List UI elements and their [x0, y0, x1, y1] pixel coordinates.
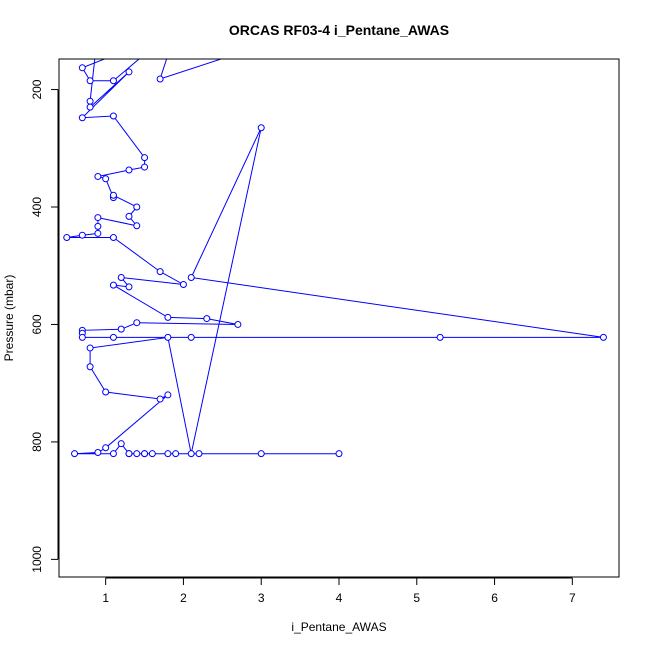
- data-point: [86, 97, 94, 105]
- data-point: [109, 191, 117, 199]
- data-point: [109, 333, 117, 341]
- x-tick-label: 7: [569, 591, 576, 605]
- x-axis: 1 2 3 4 5 6 7: [102, 577, 576, 605]
- data-point: [156, 75, 164, 83]
- data-point: [86, 103, 94, 111]
- x-axis-label: i_Pentane_AWAS: [291, 620, 386, 634]
- data-point: [125, 166, 133, 174]
- data-point: [148, 450, 156, 458]
- data-point: [141, 450, 149, 458]
- data-point: [436, 333, 444, 341]
- x-tick-label: 3: [258, 591, 265, 605]
- data-point: [142, 51, 148, 57]
- series-line: [66, 59, 604, 455]
- data-point: [187, 450, 195, 458]
- data-point: [102, 444, 110, 452]
- y-tick-label: 1000: [30, 546, 44, 573]
- data-point: [133, 450, 141, 458]
- data-point: [86, 77, 94, 85]
- data-point: [117, 440, 125, 448]
- data-point: [141, 154, 149, 162]
- y-axis: 200 400 600 800 1000: [30, 79, 59, 573]
- data-point: [164, 391, 172, 399]
- data-point: [94, 222, 102, 230]
- data-point: [133, 222, 141, 230]
- data-point: [94, 172, 102, 180]
- data-point: [117, 273, 125, 281]
- y-axis-label: Pressure (mbar): [2, 275, 16, 362]
- x-tick-label: 2: [180, 591, 187, 605]
- data-point: [78, 64, 86, 72]
- data-point: [63, 234, 71, 242]
- data-point: [141, 163, 149, 171]
- data-point: [102, 388, 110, 396]
- data-point: [164, 333, 172, 341]
- data-point: [95, 28, 101, 34]
- x-tick-label: 5: [413, 591, 420, 605]
- y-tick-label: 800: [30, 432, 44, 452]
- data-point: [172, 450, 180, 458]
- data-point: [78, 114, 86, 122]
- data-point: [156, 268, 164, 276]
- data-point: [78, 231, 86, 239]
- data-point: [109, 450, 117, 458]
- data-point: [164, 450, 172, 458]
- data-point: [203, 315, 211, 323]
- data-point: [133, 203, 141, 211]
- data-point: [109, 281, 117, 289]
- data-point: [257, 124, 265, 132]
- data-point: [109, 77, 117, 85]
- data-point: [71, 450, 79, 458]
- data-point: [133, 319, 141, 327]
- data-point: [102, 175, 110, 183]
- data-point: [125, 68, 133, 76]
- data-point: [125, 450, 133, 458]
- data-point: [94, 214, 102, 222]
- data-point: [109, 112, 117, 120]
- data-point: [195, 450, 203, 458]
- data-point: [257, 450, 265, 458]
- data-point: [164, 313, 172, 321]
- y-tick-label: 400: [30, 197, 44, 217]
- data-point: [250, 45, 256, 51]
- y-tick-label: 600: [30, 314, 44, 334]
- data-point: [86, 344, 94, 352]
- data-point: [94, 448, 102, 456]
- x-tick-label: 1: [102, 591, 109, 605]
- plot-frame: [58, 58, 620, 578]
- data-point: [125, 212, 133, 220]
- data-point: [234, 320, 242, 328]
- data-point: [109, 234, 117, 242]
- data-point: [94, 229, 102, 237]
- data-point: [173, 28, 179, 34]
- data-point: [86, 363, 94, 371]
- data-point: [599, 333, 607, 341]
- data-point: [179, 281, 187, 289]
- data-point: [125, 283, 133, 291]
- x-tick-label: 6: [491, 591, 498, 605]
- x-tick-label: 4: [336, 591, 343, 605]
- series-layer: [63, 28, 607, 458]
- data-point: [187, 273, 195, 281]
- chart-title: ORCAS RF03-4 i_Pentane_AWAS: [229, 22, 449, 38]
- data-point: [187, 333, 195, 341]
- data-point: [156, 395, 164, 403]
- y-tick-label: 200: [30, 79, 44, 99]
- data-point: [117, 325, 125, 333]
- data-point: [78, 333, 86, 341]
- data-point: [335, 450, 343, 458]
